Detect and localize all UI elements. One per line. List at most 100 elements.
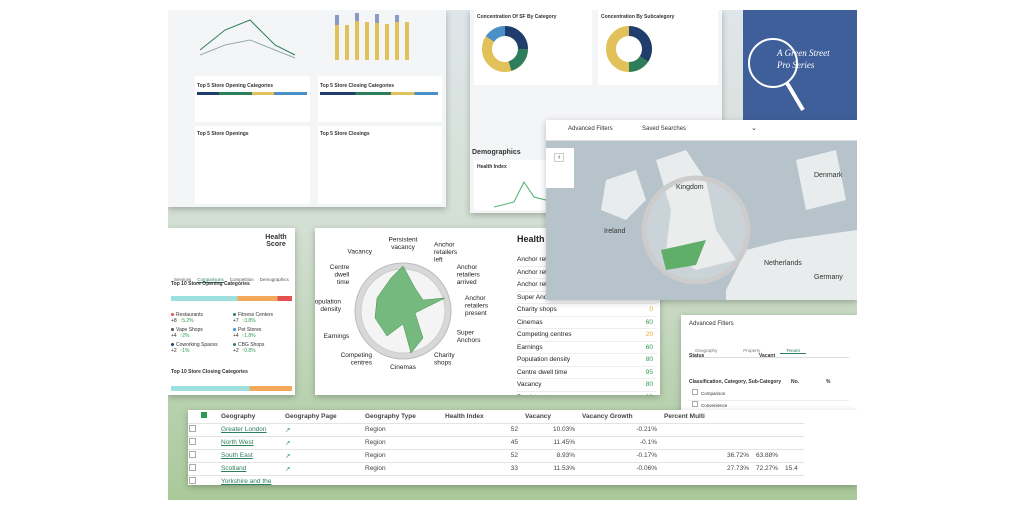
radar-chart: Persistent vacancy Anchor retailers leftAnch… <box>315 237 489 372</box>
cell: 33 <box>510 465 518 472</box>
bar <box>197 92 307 95</box>
geography-link[interactable]: Scotland <box>221 465 247 472</box>
panel-title: Health <box>517 234 545 244</box>
checkbox[interactable] <box>692 389 698 395</box>
metric-value: 60 <box>645 343 653 351</box>
metric-name: Vacancy <box>517 381 542 388</box>
item-name: Coworking Spaces <box>171 342 218 348</box>
tab[interactable]: Services <box>174 277 192 282</box>
dropdown-caret[interactable]: ⌄ <box>751 125 757 132</box>
metric-row: Charity shops 0 <box>517 304 657 317</box>
item-name: CBG Shops <box>233 342 264 348</box>
metric-name: Cinemas <box>517 318 543 326</box>
cell: 52 <box>510 426 518 433</box>
metric-value: 0 <box>649 306 653 313</box>
dot <box>233 313 236 316</box>
metric-name: Centre dwell time <box>517 368 568 376</box>
back-button[interactable]: ‹ <box>554 153 565 162</box>
metric-value: 90 <box>646 394 653 396</box>
dot <box>171 328 174 331</box>
tabs: Services Comparisons Competition Demographi… <box>174 268 295 286</box>
geography-link[interactable]: North West <box>221 439 254 446</box>
cell: -0.1% <box>640 439 657 446</box>
cell: 11.53% <box>553 465 575 472</box>
card-title: Top 5 Store Closings <box>320 131 370 137</box>
tab[interactable]: Demographics <box>259 277 289 282</box>
table-row: North West ↗ Region 45 11.45% -0.1% <box>188 436 804 449</box>
checkbox[interactable] <box>189 425 196 432</box>
metric-name: Persistent vacancy <box>517 394 572 396</box>
table-row: Greater London ↗ Region 52 10.03% -0.21% <box>188 423 804 436</box>
checkbox[interactable] <box>692 400 698 407</box>
item-count: +4 <box>171 333 177 339</box>
metric-name: Earnings <box>517 343 543 351</box>
card: Top 5 Store Closings <box>318 126 442 204</box>
metric-name: Population density <box>517 356 571 363</box>
metric-row: Vacancy 80 <box>517 379 657 392</box>
card-title: Health Index <box>477 164 507 170</box>
table-row: Scotland ↗ Region 33 11.53% -0.06% 27.73% 72.27… <box>188 462 804 475</box>
cell: 52 <box>510 452 518 459</box>
map <box>601 150 857 300</box>
panel-title: Health Score <box>265 234 287 248</box>
map-label: Kingdom <box>676 184 704 191</box>
checkbox-cell <box>188 423 220 436</box>
map-label: Ireland <box>604 228 626 235</box>
axis-label: Anchor retailers left <box>434 241 458 263</box>
tab[interactable]: Property <box>743 348 761 353</box>
item-change: ↑5.2% <box>179 318 194 324</box>
cell: 72.27% <box>756 465 779 472</box>
item: CBG Shops +2 ↑0.8% <box>233 342 264 354</box>
item-count: +2 <box>233 348 239 354</box>
metric-value: 80 <box>645 356 653 363</box>
metric-name: Anchor retailers left <box>517 256 573 263</box>
column-header: Vacancy Growth <box>582 412 633 420</box>
column-header: Geography <box>221 412 256 420</box>
card-title: Top 5 Store Opening Categories <box>197 83 274 89</box>
button[interactable]: Advanced Filters <box>568 126 613 132</box>
table: Geography Geography Page Geography Type Hea… <box>188 410 804 485</box>
card-title: Top 5 Store Closing Categories <box>320 83 395 89</box>
item: Vape Shops +4 ↑2% <box>171 327 203 339</box>
item-change: ↑3.8% <box>241 318 256 324</box>
dot <box>233 343 236 346</box>
checkbox[interactable] <box>189 464 196 471</box>
mini-line <box>494 181 554 208</box>
item-stats: +4 ↑2% <box>171 333 203 339</box>
item-stats: +2 ↑1% <box>171 348 218 354</box>
item-name: Fitness Centers <box>233 312 273 318</box>
tab[interactable]: Comparisons <box>197 277 224 283</box>
item-change: ↑0.8% <box>241 348 256 354</box>
cell: 15.4 <box>785 465 798 472</box>
page-link: ↗ <box>285 426 291 434</box>
item-change: ↑1.8% <box>241 333 256 339</box>
table-row: Yorkshire and the <box>188 475 804 485</box>
checkbox[interactable] <box>189 438 196 445</box>
axis-label: Super Anchors <box>457 330 482 345</box>
checkbox[interactable] <box>201 412 207 419</box>
card-title: Top 5 Store Openings <box>197 131 249 137</box>
tab[interactable]: Competition <box>229 277 254 282</box>
cell: 27.73% <box>726 465 749 472</box>
cell: Region <box>365 452 386 459</box>
dropdown[interactable]: Saved Searches <box>642 126 687 132</box>
map-label: Germany <box>814 274 843 281</box>
axis-label: Cinemas <box>390 364 416 371</box>
tab[interactable]: Tenant <box>780 348 806 354</box>
cell: 11.45% <box>553 439 575 446</box>
tab[interactable]: Geography <box>695 348 718 353</box>
brand-line: Pro Series <box>777 60 815 70</box>
map-panel: Advanced Filters Saved Searches ⌄ ‹ King… <box>546 120 857 300</box>
checkbox[interactable] <box>189 451 196 458</box>
geography-link[interactable]: Greater London <box>221 426 267 433</box>
geography-link[interactable]: South East <box>221 452 253 459</box>
checkbox[interactable] <box>189 477 196 485</box>
geography-link[interactable]: Yorkshire and the <box>221 478 272 485</box>
metric-value: 95 <box>645 368 653 376</box>
mini-charts <box>199 13 409 60</box>
filter-row: Comparison <box>689 389 849 401</box>
bar <box>171 386 292 391</box>
item-count: +8 <box>171 318 177 324</box>
